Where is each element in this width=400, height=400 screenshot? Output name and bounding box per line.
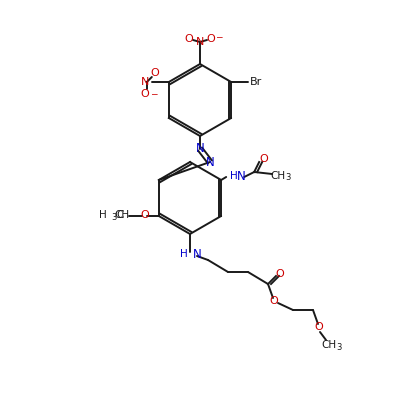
Text: O: O xyxy=(140,210,149,220)
Text: O: O xyxy=(150,68,159,78)
Text: CH: CH xyxy=(322,340,336,350)
Text: N: N xyxy=(196,142,204,156)
Text: N: N xyxy=(206,156,214,168)
Text: Br: Br xyxy=(250,77,262,87)
Text: O: O xyxy=(270,296,278,306)
Text: C: C xyxy=(117,210,124,220)
Text: O: O xyxy=(207,34,215,44)
Text: CH: CH xyxy=(271,171,286,181)
Text: 3: 3 xyxy=(286,174,291,182)
Text: O: O xyxy=(140,89,149,99)
Text: −: − xyxy=(150,90,158,98)
Text: N: N xyxy=(237,170,246,182)
Text: 3: 3 xyxy=(336,342,342,352)
Text: H: H xyxy=(99,210,107,220)
Text: O: O xyxy=(315,322,323,332)
Text: −: − xyxy=(215,32,223,42)
Text: CH: CH xyxy=(114,210,129,220)
Text: H: H xyxy=(180,249,188,259)
Text: 3: 3 xyxy=(111,212,116,222)
Text: O: O xyxy=(276,269,284,279)
Text: N: N xyxy=(196,37,204,47)
Text: O: O xyxy=(260,154,268,164)
Text: H: H xyxy=(230,171,238,181)
Text: N: N xyxy=(193,248,202,260)
Text: N: N xyxy=(141,77,149,87)
Text: O: O xyxy=(185,34,193,44)
